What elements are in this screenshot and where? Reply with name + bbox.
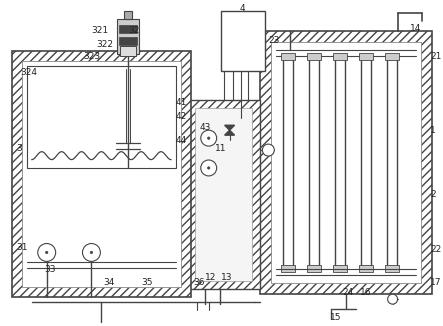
Bar <box>12 51 191 297</box>
Bar <box>359 265 373 272</box>
Text: 14: 14 <box>409 24 421 33</box>
Circle shape <box>90 251 93 254</box>
Bar <box>307 265 321 272</box>
Text: 322: 322 <box>96 40 113 49</box>
Text: 22: 22 <box>430 245 442 254</box>
Bar <box>187 100 260 289</box>
Text: 17: 17 <box>430 278 442 287</box>
Text: 3: 3 <box>16 143 22 153</box>
Text: 324: 324 <box>20 68 37 77</box>
Text: 31: 31 <box>16 243 27 252</box>
Circle shape <box>207 137 210 139</box>
Polygon shape <box>225 130 234 135</box>
Text: 32: 32 <box>128 26 140 35</box>
Text: 16: 16 <box>360 288 372 297</box>
Bar <box>281 53 295 60</box>
Text: 323: 323 <box>83 52 100 61</box>
Text: 33: 33 <box>44 265 55 274</box>
Bar <box>385 265 399 272</box>
Text: 1: 1 <box>430 126 436 135</box>
Bar <box>385 53 399 60</box>
Polygon shape <box>225 125 234 130</box>
Circle shape <box>201 130 217 146</box>
Bar <box>117 19 139 54</box>
Circle shape <box>207 167 210 169</box>
Bar <box>27 66 176 168</box>
Bar <box>281 265 295 272</box>
Bar <box>221 11 265 70</box>
Circle shape <box>82 244 101 261</box>
Bar <box>359 53 373 60</box>
Text: 41: 41 <box>175 98 187 107</box>
Bar <box>334 53 347 60</box>
Text: 34: 34 <box>104 278 115 287</box>
Text: 35: 35 <box>141 278 153 287</box>
Text: 12: 12 <box>205 273 216 282</box>
Text: 13: 13 <box>221 273 233 282</box>
Bar <box>272 42 421 283</box>
Text: 44: 44 <box>175 136 187 145</box>
Text: 42: 42 <box>175 112 187 121</box>
Bar <box>124 11 132 19</box>
Text: 23: 23 <box>268 36 280 45</box>
Circle shape <box>201 160 217 176</box>
Text: 21: 21 <box>430 52 442 61</box>
Text: 321: 321 <box>91 26 108 35</box>
Text: 4: 4 <box>240 5 245 13</box>
Text: 24: 24 <box>342 288 354 297</box>
Text: 43: 43 <box>200 123 211 132</box>
Text: 11: 11 <box>215 143 226 153</box>
Circle shape <box>38 244 56 261</box>
Bar <box>22 61 181 287</box>
Text: 36: 36 <box>193 278 205 287</box>
Bar <box>307 53 321 60</box>
Bar <box>120 46 136 56</box>
Circle shape <box>388 294 397 304</box>
Bar <box>260 31 432 294</box>
Text: 15: 15 <box>330 313 342 321</box>
Text: 2: 2 <box>430 190 436 199</box>
Bar <box>195 108 253 281</box>
Bar <box>119 25 137 33</box>
Circle shape <box>262 144 274 156</box>
Bar <box>119 37 137 45</box>
Circle shape <box>46 251 48 254</box>
Bar <box>334 265 347 272</box>
